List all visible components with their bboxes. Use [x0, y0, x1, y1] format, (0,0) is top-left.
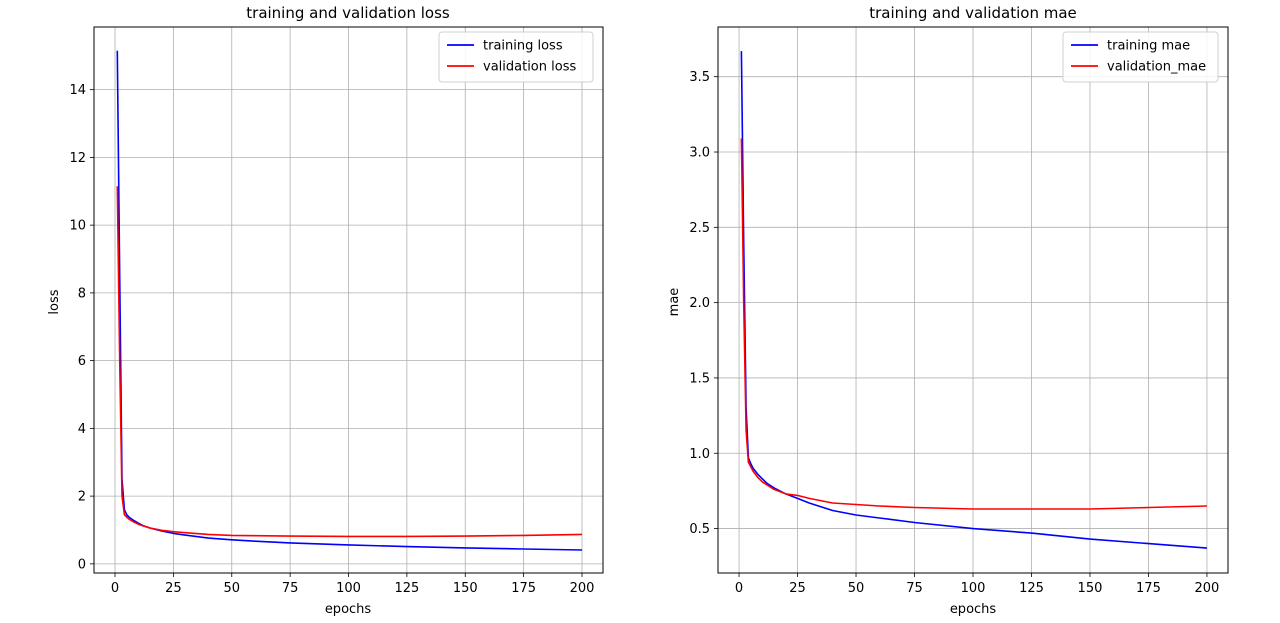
- x-tick-label: 200: [570, 581, 595, 596]
- ticks: 0 25 50 75 100 125 150 175 200 0.5 1.0 1.5 2.0 2.5 3.0…: [689, 70, 1219, 596]
- series-line-training: [116, 50, 583, 551]
- legend-box: [438, 31, 594, 83]
- x-tick-label: 175: [1136, 581, 1161, 596]
- chart-title: training and validation mae: [869, 4, 1077, 22]
- series-line-validation: [740, 138, 1207, 510]
- x-tick-label: 75: [282, 581, 299, 596]
- x-tick-label: 125: [394, 581, 419, 596]
- x-tick-label: 125: [1019, 581, 1044, 596]
- x-tick-label: 50: [223, 581, 240, 596]
- legend-box: [1062, 31, 1219, 83]
- y-tick-label: 8: [78, 286, 86, 301]
- x-axis-label: epochs: [325, 602, 372, 617]
- y-tick-label: 3.5: [689, 70, 710, 85]
- y-tick-label: 2.0: [689, 296, 710, 311]
- x-tick-label: 50: [848, 581, 865, 596]
- x-tick-label: 0: [735, 581, 743, 596]
- y-tick-label: 6: [78, 354, 86, 369]
- legend: training mae validation_mae: [1062, 31, 1219, 83]
- x-tick-label: 75: [906, 581, 923, 596]
- y-tick-label: 2: [78, 490, 86, 505]
- series-lines: [116, 50, 583, 551]
- series-line-validation: [116, 186, 583, 538]
- y-tick-label: 14: [69, 83, 86, 98]
- y-tick-label: 2.5: [689, 221, 710, 236]
- x-tick-label: 0: [111, 581, 119, 596]
- y-tick-label: 1.0: [689, 447, 710, 462]
- x-tick-label: 100: [336, 581, 361, 596]
- x-tick-label: 150: [1078, 581, 1103, 596]
- loss-chart: training and validation loss epochs loss…: [47, 4, 604, 617]
- series-line-training: [740, 51, 1207, 549]
- x-tick-label: 100: [961, 581, 986, 596]
- y-axis-label: loss: [47, 289, 62, 314]
- y-axis-label: mae: [667, 288, 682, 317]
- y-tick-label: 12: [69, 151, 86, 166]
- mae-chart: training and validation mae epochs mae 0…: [667, 4, 1229, 617]
- y-tick-label: 3.0: [689, 146, 710, 161]
- chart-title: training and validation loss: [246, 4, 450, 22]
- y-tick-label: 1.5: [689, 371, 710, 386]
- x-tick-label: 150: [453, 581, 478, 596]
- x-tick-label: 25: [789, 581, 806, 596]
- legend-label: training mae: [1107, 39, 1190, 54]
- legend-label: training loss: [483, 39, 563, 54]
- legend: training loss validation loss: [438, 31, 594, 83]
- y-tick-label: 10: [69, 219, 86, 234]
- x-tick-label: 25: [165, 581, 182, 596]
- grid: [94, 27, 603, 573]
- x-axis-label: epochs: [950, 602, 997, 617]
- x-tick-label: 175: [511, 581, 536, 596]
- ticks: 0 25 50 75 100 125 150 175 200 0 2 4 6 8 10 12 14: [69, 83, 594, 596]
- y-tick-label: 4: [78, 422, 86, 437]
- y-tick-label: 0.5: [689, 522, 710, 537]
- legend-label: validation loss: [483, 60, 576, 75]
- legend-label: validation_mae: [1107, 60, 1206, 75]
- y-tick-label: 0: [78, 557, 86, 572]
- x-tick-label: 200: [1195, 581, 1220, 596]
- series-lines: [740, 51, 1207, 549]
